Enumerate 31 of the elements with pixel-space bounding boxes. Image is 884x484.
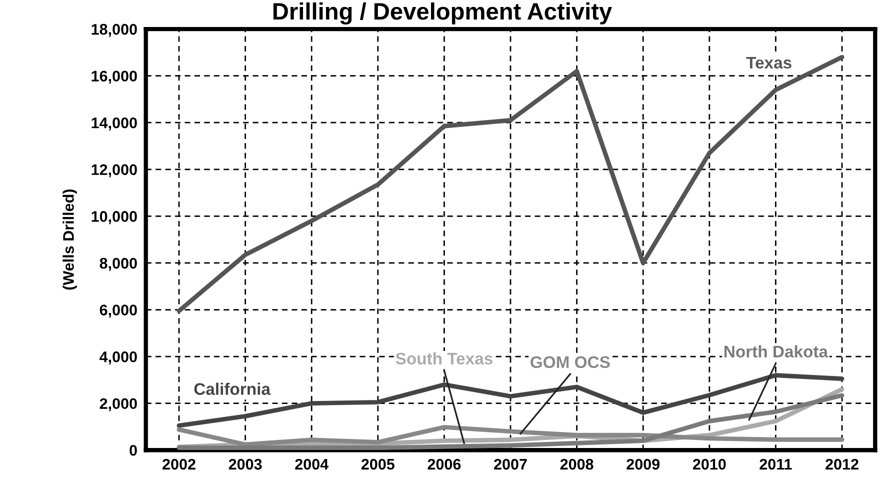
y-tick-label: 16,000 [92,70,137,84]
y-tick-label: 8,000 [100,258,137,271]
line-series [176,54,844,314]
y-tick-label: 4,000 [100,351,137,364]
x-tick-label: 2002 [162,458,196,470]
x-tick-label: 2003 [228,458,262,470]
line-series [176,373,844,428]
x-tick-label: 2006 [428,458,461,470]
y-tick-label: 14,000 [92,117,137,131]
y-tick-label: 10,000 [92,211,137,224]
y-tick-label: 6,000 [100,304,137,318]
x-tick-label: 2011 [760,458,792,470]
text: GOM OCS [530,356,610,368]
y-axis-title: (Wells Drilled) [62,190,77,290]
line-series [176,424,844,447]
series-label: California [194,382,271,395]
x-tick-label: 2007 [494,458,527,470]
x-tick-label: 2010 [692,458,726,470]
text: South Texas [396,352,492,365]
y-tick-label: 2,000 [100,398,137,412]
x-tick-label: 2005 [361,458,394,470]
text: North Dakota [724,345,828,358]
x-tick-label: 2004 [295,458,329,470]
y-tick-label: 12,000 [92,164,137,178]
y-tick-label: 18,000 [92,24,137,37]
x-tick-label: 2008 [560,458,594,470]
y-tick-label: 0 [130,444,137,456]
chart-title: Drilling / Development Activity [273,2,612,25]
series-label: Texas [746,56,792,69]
x-tick-label: 2009 [626,458,660,470]
x-tick-label: 2012 [826,458,858,470]
